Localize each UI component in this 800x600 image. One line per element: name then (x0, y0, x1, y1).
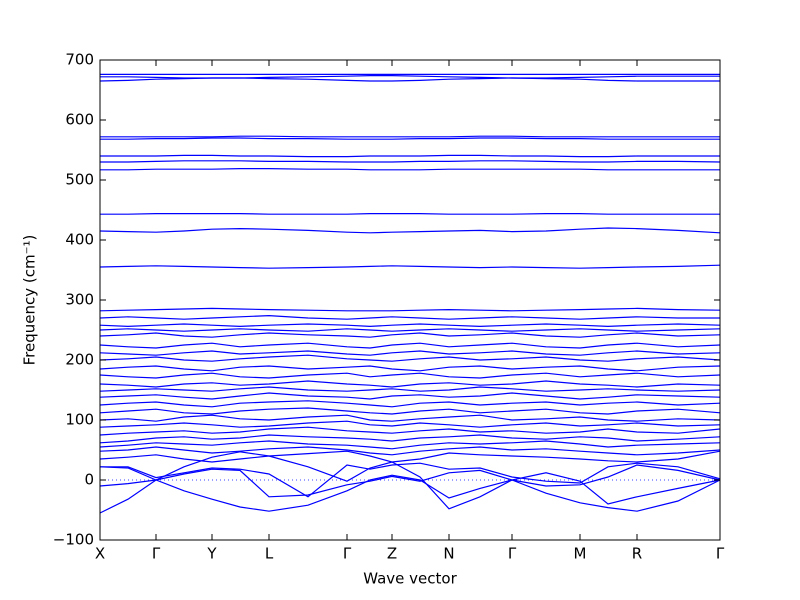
band-line (100, 154, 720, 158)
y-tick-label: 200 (65, 351, 94, 369)
band-line (99, 400, 721, 408)
y-tick-label: 300 (65, 291, 94, 309)
band-line (99, 450, 721, 463)
band-line (99, 407, 721, 415)
band-line (99, 314, 720, 320)
band-line (99, 420, 721, 428)
band-line (99, 446, 721, 456)
band-line (99, 372, 721, 379)
x-tick-label: N (443, 545, 454, 563)
band-line (99, 434, 721, 444)
y-axis-label: Frequency (cm⁻¹) (21, 235, 39, 366)
band-line (99, 464, 721, 498)
y-tick-label: 700 (65, 51, 94, 69)
y-tick-label: 500 (65, 171, 94, 189)
band-line (99, 307, 721, 312)
band-line (99, 328, 721, 332)
band-line (100, 213, 720, 215)
band-line (99, 380, 721, 388)
band-line (99, 350, 721, 356)
band-line (99, 227, 721, 234)
band-line (100, 160, 721, 163)
band-line (100, 462, 721, 498)
x-tick-label: L (265, 545, 274, 563)
x-axis-label: Wave vector (363, 570, 457, 588)
y-tick-label: 600 (65, 111, 94, 129)
x-tick-label: Γ (152, 545, 161, 563)
band-line (99, 264, 721, 269)
band-line (100, 135, 720, 138)
x-tick-label: Y (206, 545, 217, 563)
band-line (99, 386, 721, 392)
y-tick-label: −100 (53, 531, 94, 549)
band-line (99, 354, 721, 362)
y-tick-label: 400 (65, 231, 94, 249)
band-line (99, 342, 721, 349)
band-line (99, 426, 721, 436)
band-line (100, 75, 720, 79)
x-tick-label: Γ (716, 545, 725, 563)
band-line (99, 323, 721, 328)
band-line (100, 168, 720, 171)
x-tick-label: M (574, 545, 587, 563)
x-tick-label: Γ (508, 545, 517, 563)
band-line (99, 332, 721, 338)
y-tick-label: 100 (65, 411, 94, 429)
band-line (99, 392, 721, 400)
x-tick-label: Z (387, 545, 397, 563)
band-line (99, 365, 721, 372)
band-line (99, 414, 721, 422)
band-line (99, 440, 721, 450)
band-line (100, 137, 720, 140)
band-line (99, 472, 721, 512)
x-tick-label: Γ (343, 545, 352, 563)
x-tick-label: X (95, 545, 105, 563)
y-tick-label: 0 (84, 471, 94, 489)
x-tick-label: R (632, 545, 642, 563)
